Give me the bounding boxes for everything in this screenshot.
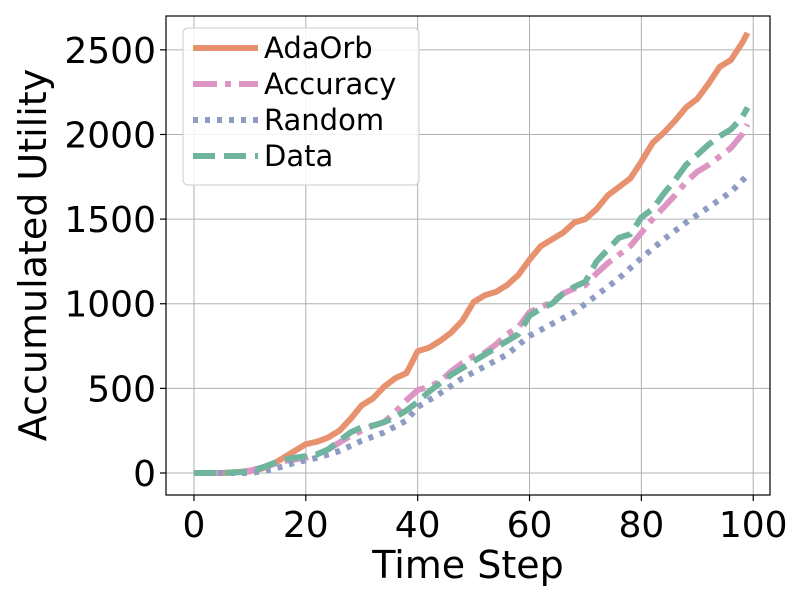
x-tick-label: 20 <box>283 505 329 546</box>
y-tick-label: 1500 <box>64 200 156 241</box>
y-tick-label: 2000 <box>64 115 156 156</box>
plot-frame <box>165 15 771 496</box>
y-tick-label: 500 <box>87 369 156 410</box>
series-line-random <box>194 172 750 476</box>
legend-label-adaorb: AdaOrb <box>264 31 373 65</box>
y-axis-label: Accumulated Utility <box>11 69 55 441</box>
y-axis-ticks: 0 500 1000 1500 2000 2500 <box>64 31 166 495</box>
legend-label-accuracy: Accuracy <box>264 67 396 101</box>
series-layer <box>194 31 751 476</box>
x-tick-label: 60 <box>507 505 553 546</box>
x-axis-label: Time Step <box>371 543 564 587</box>
x-axis-ticks: 0 20 40 60 80 100 <box>183 495 788 546</box>
legend-label-data: Data <box>264 139 333 173</box>
x-tick-label: 0 <box>183 505 206 546</box>
legend-box <box>182 27 420 186</box>
x-tick-label: 40 <box>395 505 441 546</box>
y-tick-label: 2500 <box>64 31 156 72</box>
x-tick-label: 100 <box>719 505 788 546</box>
series-line-adaorb <box>194 31 751 476</box>
x-tick-label: 80 <box>618 505 664 546</box>
legend-label-random: Random <box>264 103 384 137</box>
y-tick-label: 0 <box>133 454 156 495</box>
series-line-data <box>194 105 751 476</box>
y-tick-label: 1000 <box>64 285 156 326</box>
